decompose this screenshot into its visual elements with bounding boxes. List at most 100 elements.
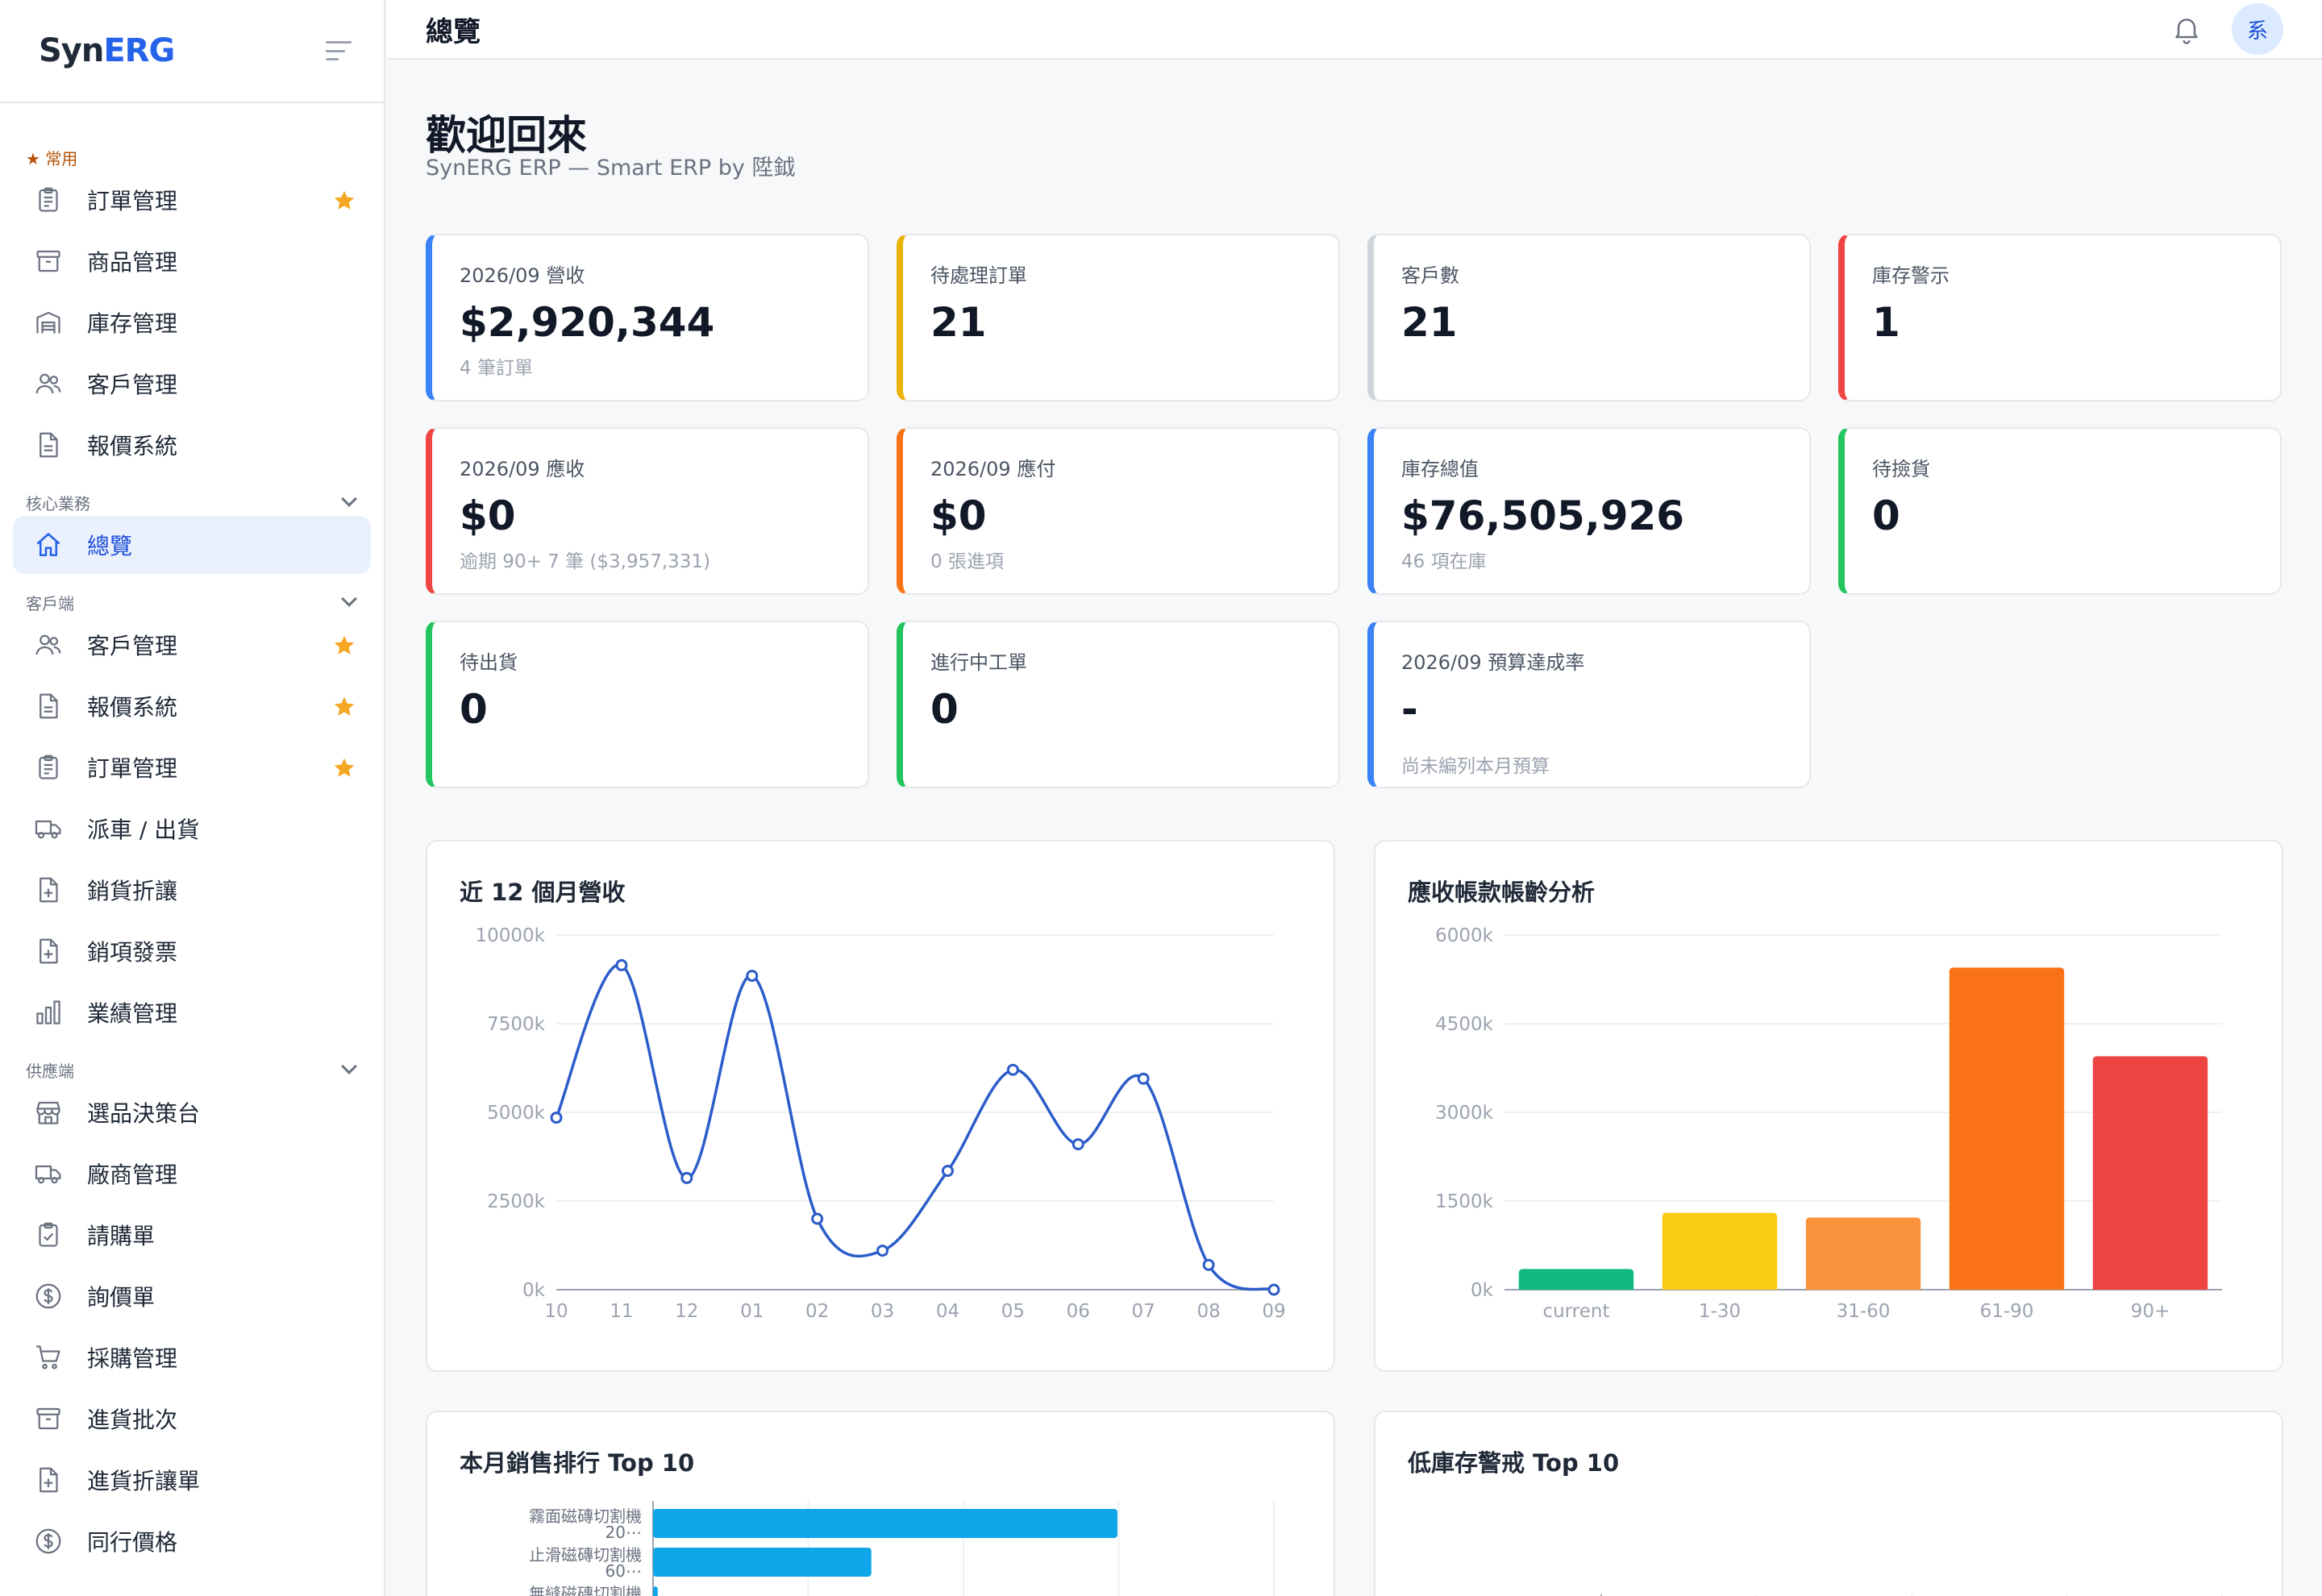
data-point bbox=[1072, 1138, 1084, 1151]
sidebar-item-label: 商品管理 bbox=[87, 249, 178, 276]
sidebar-item[interactable]: 訂單管理 bbox=[13, 738, 371, 796]
sales-top10-card: 本月銷售排行 Top 10 霧面磁磚切割機 20⋯ 止滑磁磚切割機 60⋯ 無縫磁磚切割… bbox=[426, 1411, 1335, 1596]
top-header: 總覽 系 bbox=[387, 0, 2322, 60]
section-client-header[interactable]: 客戶端 bbox=[0, 588, 384, 616]
sidebar-item[interactable]: 業績管理 bbox=[13, 983, 371, 1041]
kpi-label: 庫存警示 bbox=[1872, 264, 1950, 287]
sidebar-item-label: 客戶管理 bbox=[87, 372, 178, 398]
document-plus-icon bbox=[34, 1465, 63, 1494]
data-point bbox=[550, 1112, 563, 1124]
sidebar-item-label: 詢價單 bbox=[87, 1284, 156, 1311]
sidebar-item[interactable]: 報價系統 bbox=[13, 416, 371, 474]
kpi-label: 2026/09 應付 bbox=[930, 458, 1056, 480]
kpi-card[interactable]: 進行中工單 0 bbox=[897, 621, 1340, 788]
star-icon[interactable] bbox=[332, 695, 356, 719]
kpi-card[interactable]: 待出貨 0 bbox=[426, 621, 869, 788]
kpi-value: 21 bbox=[930, 299, 987, 346]
star-icon[interactable] bbox=[332, 756, 356, 780]
bar bbox=[1518, 1269, 1634, 1290]
kpi-label: 庫存總值 bbox=[1401, 458, 1479, 480]
kpi-subtext: 尚未編列本月預算 bbox=[1401, 756, 1550, 777]
sidebar-item[interactable]: 訂單管理 bbox=[13, 171, 371, 229]
y-tick-label: 霧面磁磚切割機 bbox=[529, 1507, 642, 1526]
sidebar-item-label: 訂單管理 bbox=[87, 755, 178, 782]
bar bbox=[1662, 1212, 1778, 1290]
section-supply-header[interactable]: 供應端 bbox=[0, 1056, 384, 1083]
y-tick-label: 3000k bbox=[1435, 1103, 1494, 1124]
sidebar-item[interactable]: 選品決策台 bbox=[13, 1083, 371, 1141]
kpi-card[interactable]: 庫存總值 $76,505,926 46 項在庫 bbox=[1367, 427, 1811, 595]
kpi-card[interactable]: 待處理訂單 21 bbox=[897, 234, 1340, 401]
dollar-circle-icon bbox=[34, 1527, 63, 1556]
kpi-card[interactable]: 2026/09 應收 $0 逾期 90+ 7 筆 ($3,957,331) bbox=[426, 427, 869, 595]
sidebar-item-label: 報價系統 bbox=[87, 694, 178, 721]
section-favorites-header: ★ 常用 bbox=[26, 148, 78, 168]
kpi-label: 2026/09 預算達成率 bbox=[1401, 651, 1585, 674]
welcome-subtitle: SynERG ERP — Smart ERP by 陞鉞 bbox=[426, 156, 796, 181]
x-tick-label: 04 bbox=[936, 1301, 959, 1322]
x-tick-label: 09 bbox=[1262, 1301, 1285, 1322]
data-point bbox=[811, 1212, 824, 1225]
chart-title: 本月銷售排行 Top 10 bbox=[460, 1449, 695, 1477]
series-line bbox=[555, 963, 1275, 1291]
kpi-subtext: 46 項在庫 bbox=[1401, 551, 1487, 572]
section-core-header[interactable]: 核心業務 bbox=[0, 488, 384, 516]
welcome-title: 歡迎回來 bbox=[426, 112, 587, 159]
kpi-card[interactable]: 客戶數 21 bbox=[1367, 234, 1811, 401]
document-icon bbox=[34, 430, 63, 459]
sidebar-item[interactable]: 報價系統 bbox=[13, 677, 371, 735]
sidebar-item[interactable]: 商品管理 bbox=[13, 232, 371, 290]
sidebar-item-label: 銷項發票 bbox=[87, 939, 178, 966]
data-point bbox=[1006, 1063, 1019, 1076]
chart-title: 應收帳款帳齡分析 bbox=[1408, 879, 1596, 906]
chevron-down-icon[interactable] bbox=[341, 1058, 357, 1074]
sidebar-item-label: 派車 / 出貨 bbox=[87, 817, 200, 843]
kpi-card[interactable]: 待撿貨 0 bbox=[1838, 427, 2282, 595]
y-tick-label-cont: 60⋯ bbox=[605, 1561, 642, 1581]
storefront-icon bbox=[34, 1098, 63, 1127]
kpi-value: $2,920,344 bbox=[460, 299, 715, 346]
kpi-card[interactable]: 2026/09 預算達成率 - 尚未編列本月預算 bbox=[1367, 621, 1811, 788]
y-tick-label: 10000k bbox=[476, 925, 546, 946]
revenue-line-chart: 0k 2500k 5000k 7500k 10000k 10 11 12 01 02 03 04 05 0… bbox=[476, 925, 1286, 1322]
ar-aging-chart-card: 應收帳款帳齡分析 0k 1500k 3000k 4500k 6000k current 1-… bbox=[1374, 840, 2283, 1372]
kpi-card[interactable]: 庫存警示 1 bbox=[1838, 234, 2282, 401]
sidebar-item[interactable]: 請購單 bbox=[13, 1206, 371, 1264]
y-tick-label: 止滑磁磚切割機 bbox=[529, 1545, 642, 1565]
sidebar-item-label: 客戶管理 bbox=[87, 633, 178, 659]
sidebar-item[interactable]: 詢價單 bbox=[13, 1267, 371, 1325]
sidebar-item[interactable]: 進貨批次 bbox=[13, 1390, 371, 1448]
sidebar-item[interactable]: 銷項發票 bbox=[13, 922, 371, 980]
menu-toggle-icon[interactable] bbox=[326, 41, 352, 60]
sidebar-item[interactable]: 廠商管理 bbox=[13, 1145, 371, 1203]
brand-logo[interactable]: SynERG bbox=[39, 32, 175, 69]
sidebar-item[interactable]: 銷貨折讓 bbox=[13, 861, 371, 919]
sidebar-item[interactable]: 採購管理 bbox=[13, 1328, 371, 1386]
chevron-down-icon[interactable] bbox=[341, 591, 357, 607]
user-avatar[interactable]: 系 bbox=[2232, 3, 2283, 55]
kpi-card[interactable]: 2026/09 應付 $0 0 張進項 bbox=[897, 427, 1340, 595]
home-icon bbox=[34, 530, 63, 559]
kpi-card[interactable]: 2026/09 營收 $2,920,344 4 筆訂單 bbox=[426, 234, 869, 401]
x-tick-label: 31-60 bbox=[1837, 1301, 1891, 1322]
sidebar-item[interactable]: 總覽 bbox=[13, 516, 371, 574]
clipboard-icon bbox=[34, 753, 63, 782]
x-tick-label: current bbox=[1543, 1301, 1610, 1322]
sidebar-item-label: 選品決策台 bbox=[87, 1100, 201, 1127]
sidebar-item[interactable]: 客戶管理 bbox=[13, 355, 371, 413]
bell-icon[interactable] bbox=[2170, 13, 2203, 45]
x-tick-label: 61-90 bbox=[1980, 1301, 2034, 1322]
sidebar-item[interactable]: 進貨折讓單 bbox=[13, 1451, 371, 1509]
star-icon[interactable] bbox=[332, 189, 356, 213]
sidebar-item[interactable]: 同行價格 bbox=[13, 1512, 371, 1570]
sidebar-item[interactable]: 派車 / 出貨 bbox=[13, 800, 371, 858]
sidebar-item[interactable]: 庫存管理 bbox=[13, 293, 371, 351]
kpi-label: 待撿貨 bbox=[1872, 458, 1930, 480]
star-icon[interactable] bbox=[332, 634, 356, 658]
chevron-down-icon[interactable] bbox=[341, 491, 357, 507]
page-title: 總覽 bbox=[426, 15, 481, 48]
sidebar-item[interactable]: 客戶管理 bbox=[13, 616, 371, 674]
y-tick-label: 6000k bbox=[1435, 925, 1494, 946]
x-tick-label: 05 bbox=[1001, 1301, 1025, 1322]
data-point bbox=[615, 958, 628, 971]
